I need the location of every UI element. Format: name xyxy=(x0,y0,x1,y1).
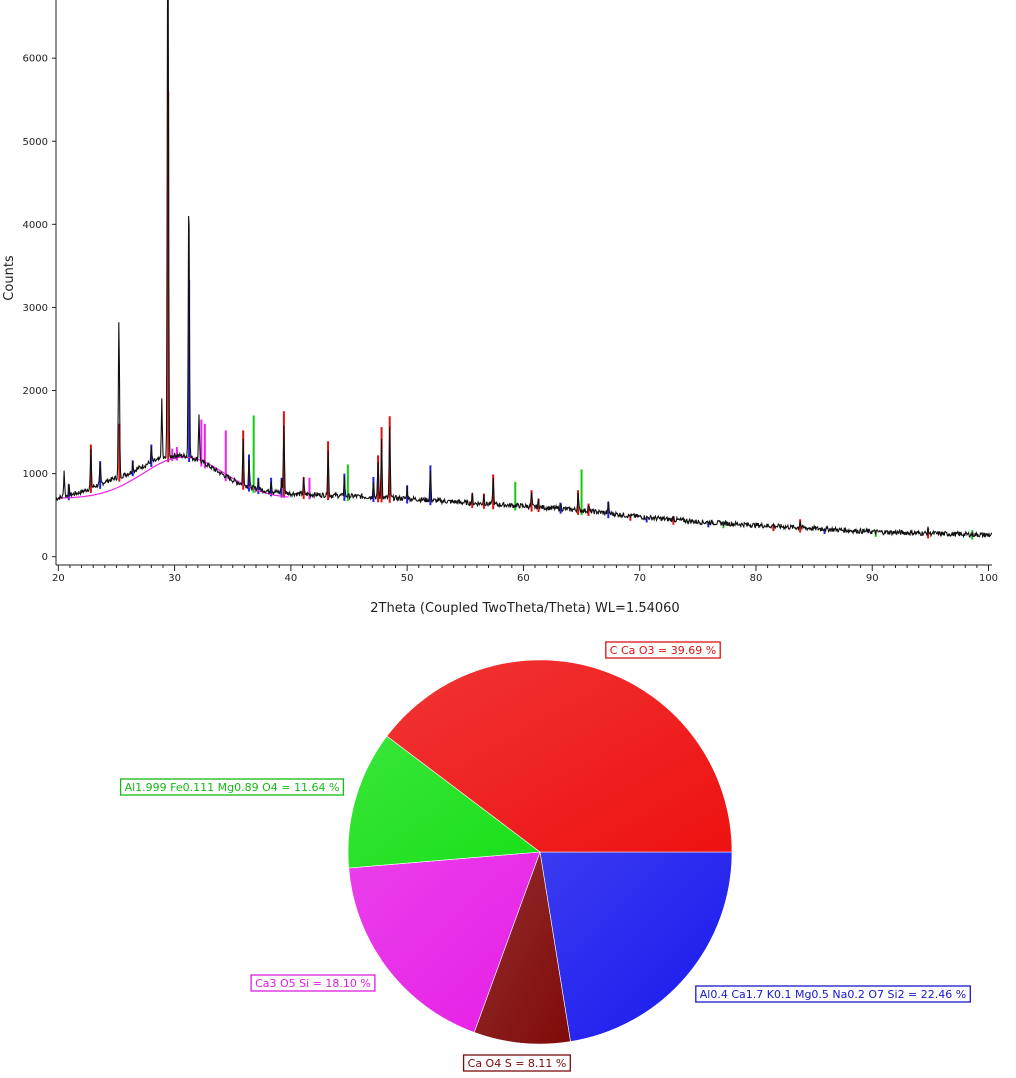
x-tick-label: 50 xyxy=(401,573,414,584)
y-axis-label: Counts xyxy=(2,255,17,301)
x-tick-label: 40 xyxy=(285,573,298,584)
pie-slice-label: C Ca O3 = 39.69 % xyxy=(605,641,721,659)
pie-slice xyxy=(473,850,571,1045)
pie-label-box xyxy=(695,985,971,1003)
y-tick-label: 3000 xyxy=(23,303,48,314)
pie-label-box xyxy=(119,778,345,796)
peak-markers xyxy=(67,91,974,540)
pie-label-box xyxy=(605,641,721,659)
pie-slice-label: Al0.4 Ca1.7 K0.1 Mg0.5 Na0.2 O7 Si2 = 22… xyxy=(695,985,971,1003)
x-tick-label: 90 xyxy=(866,573,879,584)
amorphous-hump-curve xyxy=(58,456,289,499)
y-tick-label: 0 xyxy=(42,552,48,563)
x-tick-label: 70 xyxy=(633,573,646,584)
pie-label-box xyxy=(250,974,376,992)
diffraction-pattern-line xyxy=(55,0,992,539)
x-ticks: 20 30 40 50 60 70 80 90 100 xyxy=(52,565,998,584)
pie-label-box xyxy=(462,1054,571,1072)
x-tick-label: 60 xyxy=(517,573,530,584)
phase-pie-chart: C Ca O3 = 39.69 % Al0.4 Ca1.7 K0.1 Mg0.5 … xyxy=(119,641,971,1072)
x-axis-label: 2Theta (Coupled TwoTheta/Theta) WL=1.540… xyxy=(370,601,679,616)
y-tick-label: 2000 xyxy=(23,386,48,397)
x-tick-label: 30 xyxy=(168,573,181,584)
x-tick-label: 80 xyxy=(750,573,763,584)
pie-label-text: Al0.4 Ca1.7 K0.1 Mg0.5 Na0.2 O7 Si2 = 22… xyxy=(700,988,966,1001)
y-tick-label: 4000 xyxy=(23,220,48,231)
pie-slice xyxy=(539,851,733,1042)
x-tick-label: 100 xyxy=(979,573,998,584)
xrd-plot: 0 1000 2000 3000 4000 5000 6000 20 30 40 50 60 70 80… xyxy=(2,0,998,616)
y-tick-label: 5000 xyxy=(23,137,48,148)
pie-label-text: Ca O4 S = 8.11 % xyxy=(468,1057,567,1070)
pie-slice-label: Ca3 O5 Si = 18.10 % xyxy=(250,974,376,992)
pie-slice xyxy=(348,851,541,1033)
pie-slice-label: Ca O4 S = 8.11 % xyxy=(462,1054,571,1072)
pie-slice xyxy=(347,735,541,869)
pie-label-text: Al1.999 Fe0.111 Mg0.89 O4 = 11.64 % xyxy=(125,781,340,794)
x-tick-label: 20 xyxy=(52,573,65,584)
pie-slice xyxy=(386,659,733,853)
y-tick-label: 1000 xyxy=(23,469,48,480)
pie-slice-label: Al1.999 Fe0.111 Mg0.89 O4 = 11.64 % xyxy=(119,778,345,796)
y-tick-label: 6000 xyxy=(23,54,48,65)
pie-label-text: C Ca O3 = 39.69 % xyxy=(610,644,716,657)
y-ticks: 0 1000 2000 3000 4000 5000 6000 xyxy=(23,54,56,563)
pie-label-text: Ca3 O5 Si = 18.10 % xyxy=(255,977,371,990)
